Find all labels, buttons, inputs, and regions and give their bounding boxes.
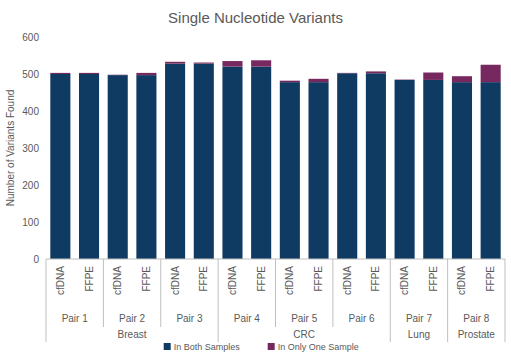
pair-label: Pair 3 (176, 313, 203, 324)
bar (108, 75, 128, 259)
group-separator (390, 327, 391, 342)
y-axis-label: Number of Variants Found (5, 90, 16, 207)
x-tick-label: cfDNA (170, 266, 181, 295)
bar (222, 67, 242, 259)
legend-swatch (268, 343, 275, 350)
bars (50, 60, 500, 259)
bar (165, 64, 185, 259)
pair-separator (390, 259, 391, 327)
y-tick (43, 148, 46, 149)
bar (481, 82, 501, 259)
bar (423, 73, 443, 80)
y-tick-label: 0 (33, 254, 39, 265)
x-tick-label: FFPE (485, 266, 496, 292)
x-tick-label: cfDNA (342, 266, 353, 295)
x-tick-label: FFPE (428, 266, 439, 292)
legend-swatch (164, 343, 171, 350)
pair-label: Pair 5 (291, 313, 318, 324)
y-tick (43, 185, 46, 186)
bar (452, 76, 472, 82)
pair-separator (332, 259, 333, 327)
bar (79, 74, 99, 259)
bar (50, 73, 70, 74)
pair-separator (160, 259, 161, 327)
bar (395, 80, 415, 259)
bar (481, 65, 501, 82)
group-label: CRC (293, 329, 315, 340)
bar (194, 64, 214, 259)
pair-label: Pair 2 (119, 313, 146, 324)
group-separator (447, 327, 448, 342)
pair-label: Pair 4 (234, 313, 261, 324)
x-tick-label: FFPE (141, 266, 152, 292)
y-tick-label: 500 (22, 69, 39, 80)
bar (452, 82, 472, 259)
title: Single Nucleotide Variants (168, 9, 343, 26)
group-separator (505, 327, 506, 342)
bar (366, 71, 386, 73)
x-tick-label: FFPE (84, 266, 95, 292)
pair-label: Pair 1 (62, 313, 89, 324)
y-tick (43, 111, 46, 112)
group-label: Breast (118, 329, 147, 340)
legend-label: In Only One Sample (278, 342, 359, 352)
bar (136, 75, 156, 259)
bar (165, 62, 185, 64)
bar (308, 79, 328, 82)
bar (337, 72, 357, 73)
group-separator (46, 327, 47, 342)
y-tick (43, 74, 46, 75)
pair-separator (46, 259, 47, 327)
x-tick-label: cfDNA (112, 266, 123, 295)
y-tick (43, 222, 46, 223)
bar (222, 61, 242, 67)
x-tick-label: FFPE (198, 266, 209, 292)
bar (308, 82, 328, 259)
y-tick (43, 37, 46, 38)
group-label: Lung (408, 329, 430, 340)
bar (136, 73, 156, 75)
bar (50, 74, 70, 259)
x-tick-label: FFPE (256, 266, 267, 292)
pair-separator (447, 259, 448, 327)
legend: In Both Samples In Only One Sample (164, 342, 359, 352)
bar (280, 81, 300, 82)
bar (395, 79, 415, 80)
pair-separator (505, 259, 506, 327)
bar (280, 82, 300, 259)
y-tick-label: 200 (22, 180, 39, 191)
x-tick-label: FFPE (313, 266, 324, 292)
bar (423, 80, 443, 259)
pair-label: Pair 6 (349, 313, 376, 324)
bar (337, 73, 357, 259)
pair-separator (275, 259, 276, 327)
bar (194, 63, 214, 64)
bar (366, 73, 386, 259)
x-tick-label: cfDNA (55, 266, 66, 295)
group-separator (218, 327, 219, 342)
bar (251, 67, 271, 259)
x-tick-label: cfDNA (399, 266, 410, 295)
y-tick-label: 400 (22, 106, 39, 117)
x-tick-label: cfDNA (227, 266, 238, 295)
pair-label: Pair 7 (406, 313, 433, 324)
y-tick-label: 100 (22, 217, 39, 228)
x-tick-label: cfDNA (284, 266, 295, 295)
bar (108, 74, 128, 75)
pair-separator (103, 259, 104, 327)
y-tick-label: 600 (22, 32, 39, 43)
legend-label: In Both Samples (174, 342, 241, 352)
pair-separator (218, 259, 219, 327)
y-tick-label: 300 (22, 143, 39, 154)
bar (79, 73, 99, 74)
bar (251, 60, 271, 66)
x-tick-label: FFPE (370, 266, 381, 292)
chart: Single Nucleotide Variants Number of Vari… (0, 0, 511, 355)
group-label: Prostate (458, 329, 496, 340)
pair-label: Pair 8 (463, 313, 490, 324)
x-tick-label: cfDNA (456, 266, 467, 295)
